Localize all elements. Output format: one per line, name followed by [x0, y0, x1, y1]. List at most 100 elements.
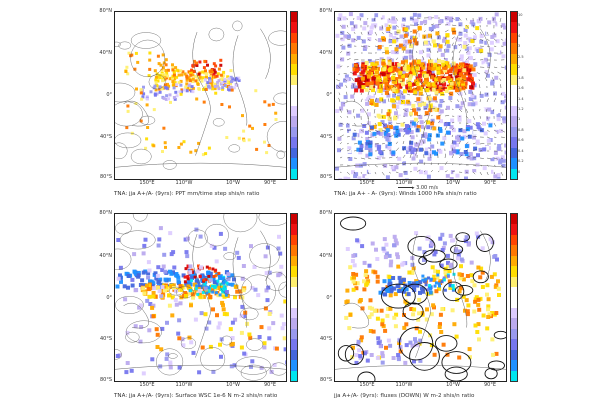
wind-vector [493, 31, 496, 35]
map-cell [382, 30, 387, 35]
wind-vector [472, 115, 475, 120]
wind-vector [449, 100, 453, 103]
colorbar-tick-label: 1.6 [518, 86, 524, 91]
map-cell [140, 97, 144, 101]
map-cell [387, 282, 392, 287]
map-cell [125, 126, 129, 130]
map-cell [348, 81, 353, 85]
map-cell [135, 87, 138, 91]
map-cell [189, 73, 193, 77]
colorbar-swatch [511, 168, 517, 179]
wind-vector [367, 136, 372, 138]
map-cell [412, 29, 417, 34]
map-cell [354, 272, 359, 277]
wind-vector [450, 73, 453, 76]
map-cell [372, 124, 377, 129]
wind-vector [345, 85, 348, 89]
map-cell [191, 86, 195, 90]
map-cell [239, 345, 244, 350]
map-cell [189, 86, 192, 90]
wind-vector [479, 143, 485, 145]
map-cell [358, 163, 363, 168]
wind-vector [444, 42, 446, 47]
map-cell [183, 291, 188, 295]
map-cell [339, 82, 343, 87]
wind-vector [500, 31, 503, 35]
map-cell [459, 62, 463, 67]
map-cell [352, 263, 357, 268]
map-cell [423, 19, 428, 24]
wind-vector [430, 108, 436, 110]
map-cell [381, 114, 386, 119]
map-cell [204, 78, 207, 82]
wind-vector [358, 72, 362, 75]
map-cell [476, 144, 481, 149]
map-cell [451, 81, 456, 85]
map-cell [202, 87, 205, 91]
map-cell [402, 277, 406, 282]
wind-vector [443, 101, 446, 103]
map-cell [483, 131, 488, 136]
map-cell [161, 66, 165, 70]
contour-line [423, 249, 446, 263]
map-cell [440, 153, 445, 157]
wind-vector [444, 126, 447, 131]
map-cell [395, 129, 400, 134]
wind-vector [402, 115, 405, 117]
map-cell [384, 251, 389, 256]
contour-line [228, 144, 241, 153]
map-cell [242, 351, 247, 356]
wind-vector [374, 45, 379, 47]
map-cell [356, 40, 361, 45]
map-cell [233, 295, 237, 300]
map-cell [365, 358, 370, 363]
map-cell [207, 274, 211, 278]
wind-vector [367, 98, 370, 103]
wind-vector [353, 59, 359, 61]
map-cell [196, 82, 200, 86]
map-cell [474, 231, 479, 236]
wind-vector [456, 99, 460, 103]
map-cell [364, 146, 369, 150]
map-cell [377, 99, 382, 104]
map-cell [194, 227, 199, 232]
contour-line [115, 82, 136, 103]
map-cell [208, 295, 213, 299]
wind-vector [444, 170, 448, 173]
map-cell [356, 147, 361, 152]
wind-vector [491, 71, 495, 75]
map-cell [378, 88, 383, 93]
map-cell [338, 13, 343, 18]
map-cell [162, 252, 167, 257]
map-cell [391, 177, 396, 179]
wind-vector [423, 35, 426, 40]
map-cell [421, 139, 426, 144]
map-cell [477, 337, 481, 342]
map-cell [237, 136, 241, 140]
map-cell [154, 78, 158, 82]
map-cell [182, 88, 186, 92]
contour-line [115, 248, 132, 270]
wind-vector [492, 17, 495, 21]
map-cell [159, 347, 164, 352]
map-cell [382, 88, 387, 92]
map-cell [153, 69, 157, 73]
map-cell [355, 68, 359, 73]
map-cell [348, 116, 353, 121]
map-cell [453, 45, 458, 50]
map-cell [183, 275, 187, 279]
map-cell [173, 73, 176, 77]
map-cell [157, 62, 161, 66]
map-cell [363, 168, 368, 173]
contour-line [276, 150, 286, 159]
wind-vector [367, 45, 371, 47]
map-cell [204, 69, 207, 73]
map-cell [272, 363, 277, 367]
map-cell [356, 35, 361, 40]
map-cell [433, 98, 438, 103]
map-cell [373, 63, 378, 68]
map-cell [181, 273, 186, 278]
map-cell [427, 148, 432, 153]
wind-vector [360, 38, 363, 41]
map-cell [259, 365, 264, 370]
